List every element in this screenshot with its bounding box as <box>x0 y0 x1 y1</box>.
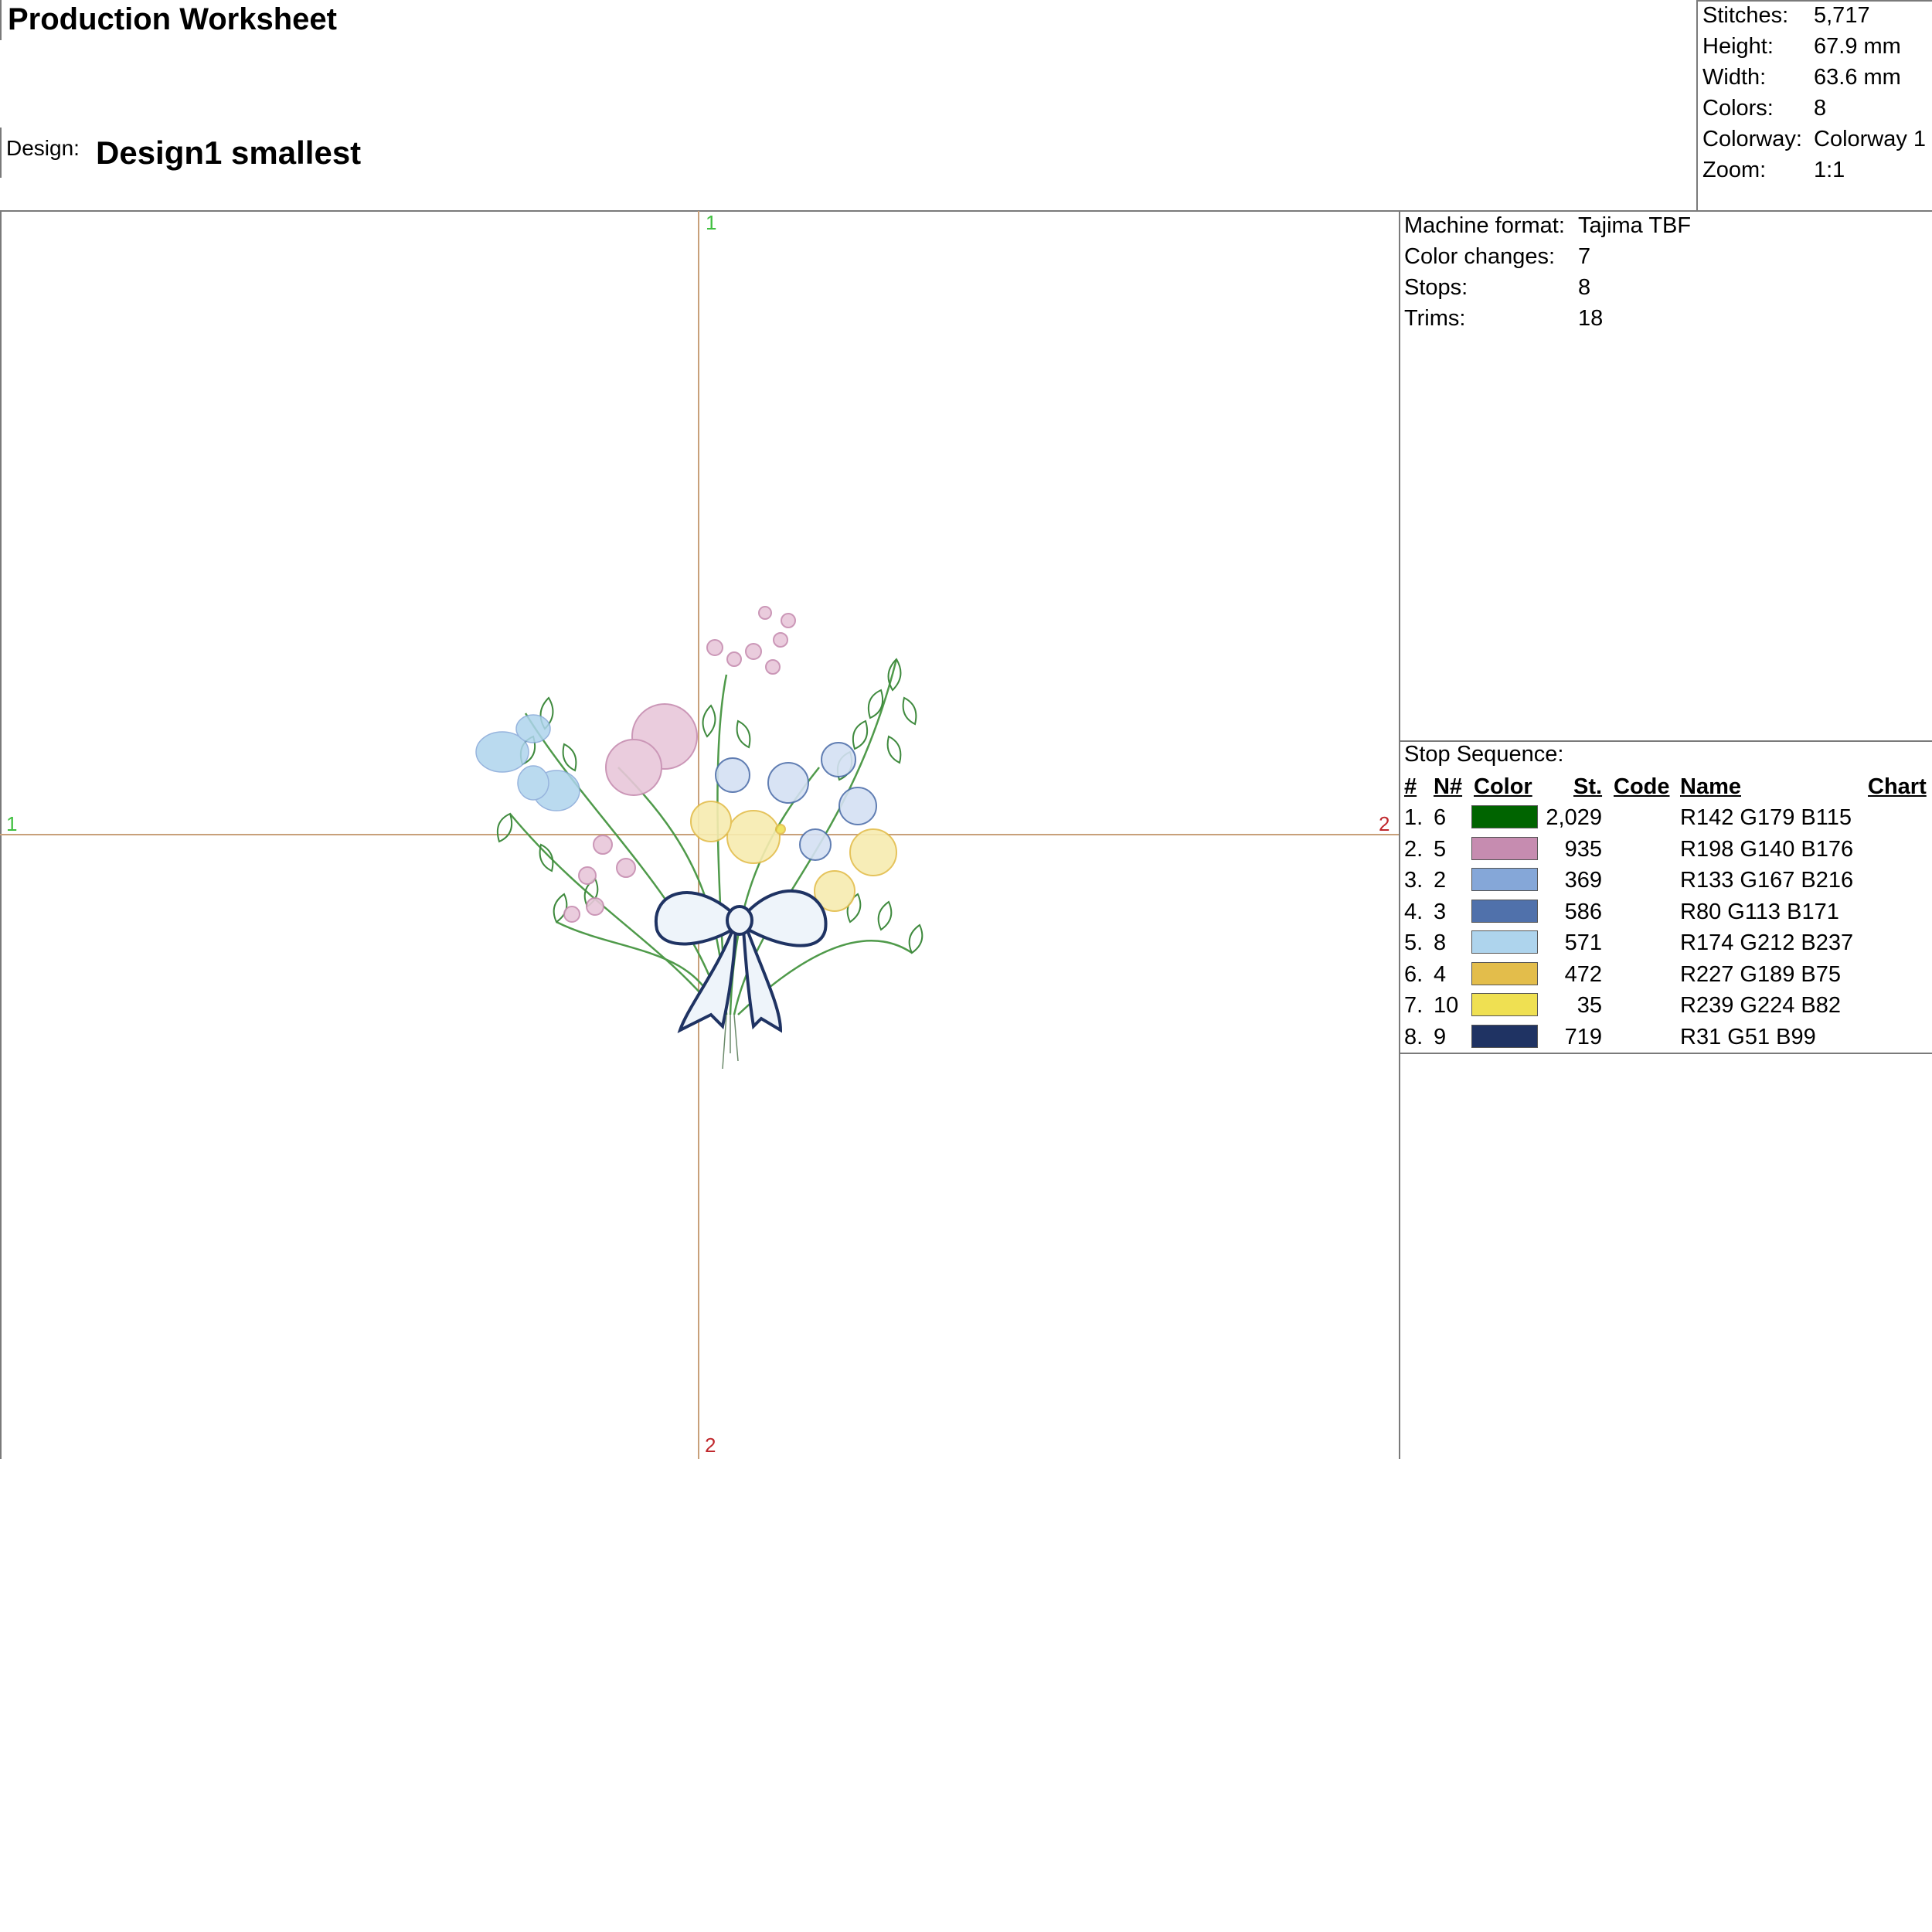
color-swatch <box>1471 930 1538 954</box>
machine-format-value: Tajima TBF <box>1578 213 1692 238</box>
stat-value-stitches: 5,717 <box>1814 3 1870 28</box>
stat-value-height: 67.9 mm <box>1814 34 1901 59</box>
stop-row-needle: 4 <box>1434 962 1447 987</box>
stop-row-name: R31 G51 B99 <box>1680 1025 1816 1049</box>
stop-row-num: 7. <box>1404 993 1423 1018</box>
stop-row-num: 4. <box>1404 900 1423 924</box>
stop-row-stitches: 586 <box>1564 900 1602 924</box>
stat-value-width: 63.6 mm <box>1814 65 1901 90</box>
header-bottom-border <box>0 210 1932 212</box>
stop-row-needle: 8 <box>1434 930 1447 955</box>
stat-value-colorway: Colorway 1 <box>1814 127 1927 151</box>
trims-label: Trims: <box>1404 306 1466 331</box>
stop-row-needle: 5 <box>1434 837 1447 862</box>
stats-top-border <box>1696 0 1932 2</box>
col-header-chart: Chart <box>1868 774 1927 799</box>
design-label: Design: <box>6 136 80 160</box>
color-changes-value: 7 <box>1578 244 1591 269</box>
color-swatch <box>1471 900 1538 923</box>
stop-row-name: R198 G140 B176 <box>1680 837 1854 862</box>
color-swatch <box>1471 962 1538 985</box>
color-swatch <box>1471 837 1538 860</box>
stop-row-needle: 9 <box>1434 1025 1447 1049</box>
stat-label-zoom: Zoom: <box>1702 158 1767 182</box>
stop-row-stitches: 472 <box>1564 962 1602 987</box>
stop-row-num: 1. <box>1404 805 1423 830</box>
stop-sequence-title: Stop Sequence: <box>1404 742 1564 767</box>
design-canvas: 1 1 2 2 <box>0 211 1399 1459</box>
ribbon-bow <box>654 889 828 1033</box>
trims-value: 18 <box>1578 306 1604 331</box>
stat-value-colors: 8 <box>1814 96 1827 121</box>
stop-row-name: R227 G189 B75 <box>1680 962 1841 987</box>
blue-flowers <box>715 742 877 861</box>
stop-row-stitches: 2,029 <box>1546 805 1602 830</box>
stop-row-name: R133 G167 B216 <box>1680 868 1854 893</box>
col-header-code: Code <box>1614 774 1670 799</box>
stop-row-num: 2. <box>1404 837 1423 862</box>
axis-label-right: 2 <box>1379 812 1390 835</box>
axis-label-top: 1 <box>706 211 717 234</box>
stop-row-needle: 10 <box>1434 993 1459 1018</box>
stats-divider <box>1696 0 1698 210</box>
yellow-flowers <box>690 801 897 912</box>
col-header-name: Name <box>1680 774 1741 799</box>
header-left-border-bottom <box>0 128 2 178</box>
stat-label-colors: Colors: <box>1702 96 1774 121</box>
stat-value-zoom: 1:1 <box>1814 158 1845 182</box>
color-swatch <box>1471 993 1538 1016</box>
col-header-stitches: St. <box>1573 774 1603 799</box>
col-header-needle: N# <box>1434 774 1463 799</box>
color-swatch <box>1471 805 1538 828</box>
stop-row-stitches: 369 <box>1564 868 1602 893</box>
stop-row-needle: 3 <box>1434 900 1447 924</box>
stop-row-name: R80 G113 B171 <box>1680 900 1839 924</box>
stop-row-num: 5. <box>1404 930 1423 955</box>
page-title: Production Worksheet <box>8 2 337 36</box>
stop-row-stitches: 571 <box>1564 930 1602 955</box>
stop-row-num: 6. <box>1404 962 1423 987</box>
axis-label-bottom: 2 <box>705 1434 716 1457</box>
stop-row-num: 3. <box>1404 868 1423 893</box>
machine-format-label: Machine format: <box>1404 213 1565 238</box>
stop-row-needle: 2 <box>1434 868 1447 893</box>
stop-row-name: R174 G212 B237 <box>1680 930 1854 955</box>
stat-label-height: Height: <box>1702 34 1774 59</box>
stop-row-stitches: 35 <box>1577 993 1602 1018</box>
stops-value: 8 <box>1578 275 1591 300</box>
stat-label-stitches: Stitches: <box>1702 3 1789 28</box>
stem-ends <box>722 1014 739 1070</box>
stat-label-width: Width: <box>1702 65 1767 90</box>
pink-flowers <box>563 606 796 923</box>
design-name: Design1 smallest <box>96 134 362 171</box>
stop-row-stitches: 719 <box>1564 1025 1602 1049</box>
stop-row-num: 8. <box>1404 1025 1423 1049</box>
col-header-num: # <box>1404 774 1417 799</box>
color-swatch <box>1471 868 1538 891</box>
light-blue-leaves <box>475 714 580 811</box>
bouquet-embroidery <box>475 606 923 1070</box>
stop-section-bottom-border <box>1399 1053 1932 1054</box>
stops-label: Stops: <box>1404 275 1468 300</box>
design-preview <box>0 211 1399 1459</box>
stop-row-stitches: 935 <box>1564 837 1602 862</box>
color-swatch <box>1471 1025 1538 1048</box>
color-changes-label: Color changes: <box>1404 244 1556 269</box>
header-left-border-top <box>0 0 2 40</box>
axis-label-left: 1 <box>6 812 18 835</box>
stop-row-name: R142 G179 B115 <box>1680 805 1852 830</box>
stop-row-needle: 6 <box>1434 805 1447 830</box>
stop-row-name: R239 G224 B82 <box>1680 993 1841 1018</box>
stat-label-colorway: Colorway: <box>1702 127 1802 151</box>
stop-section-top-border <box>1399 740 1932 742</box>
col-header-color: Color <box>1474 774 1532 799</box>
canvas-right-border <box>1399 210 1400 1459</box>
